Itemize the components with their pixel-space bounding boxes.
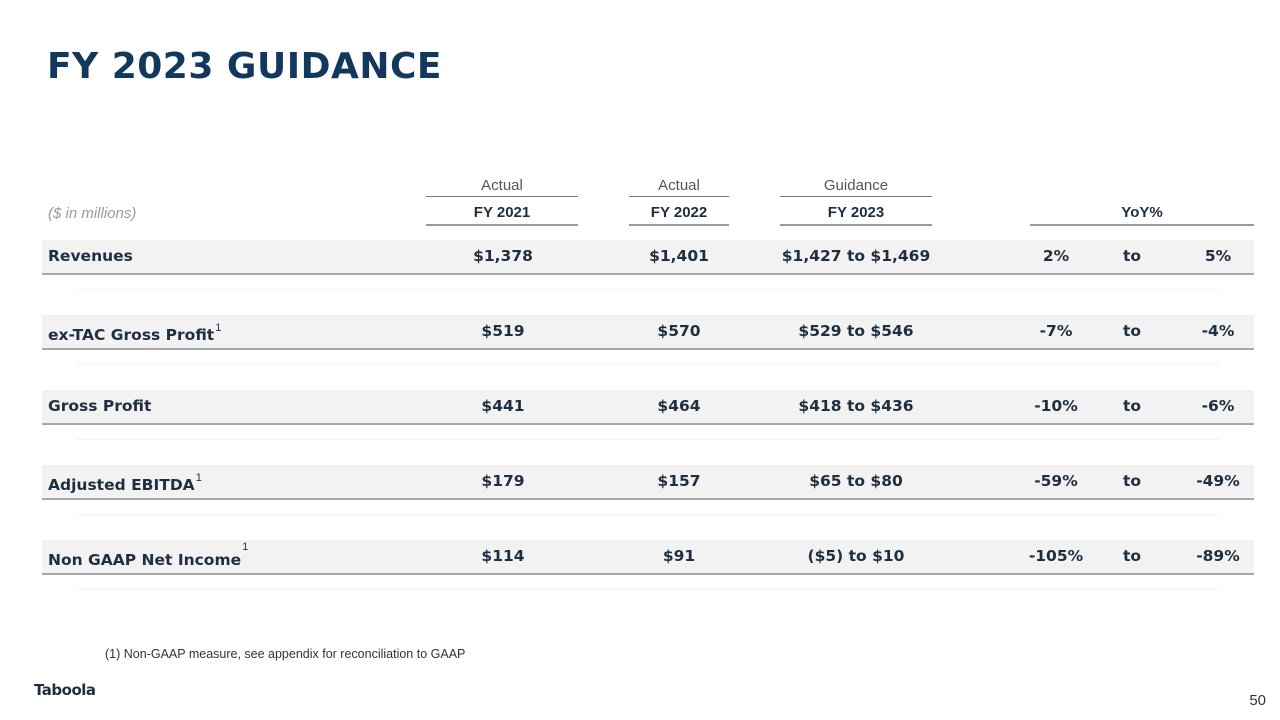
cell-yoy-to: to [1122,547,1142,565]
cell-fy2022: $91 [662,547,696,565]
cell-yoy-low: 2% [1042,247,1070,265]
header-fy2021-top: Actual [426,177,578,197]
taboola-logo: Taboola [34,681,96,699]
table-row: Gross Profit $441 $464 $418 to $436 -10%… [42,390,1254,425]
cell-yoy-high: -4% [1201,322,1235,340]
cell-fy2022: $570 [657,322,701,340]
footnote-marker: 1 [242,541,249,553]
page-number: 50 [1249,692,1266,709]
row-label: Revenues [48,247,133,265]
divider [76,289,1220,290]
row-label: Gross Profit [48,397,152,415]
cell-yoy-to: to [1122,322,1142,340]
footnote-marker: 1 [195,472,202,484]
header-fy2023-top: Guidance [780,177,932,197]
cell-yoy-low: -59% [1034,472,1078,490]
table-row: Revenues $1,378 $1,401 $1,427 to $1,469 … [42,240,1254,275]
table-row: ex-TAC Gross Profit1 $519 $570 $529 to $… [42,315,1254,350]
table-row: Adjusted EBITDA1 $179 $157 $65 to $80 -5… [42,465,1254,500]
footnote-marker: 1 [215,322,222,334]
cell-fy2021: $1,378 [473,247,533,265]
cell-fy2023: $65 to $80 [809,472,903,490]
cell-fy2023: $529 to $546 [798,322,914,340]
cell-yoy-high: -89% [1196,547,1240,565]
divider [76,364,1220,365]
divider [76,514,1220,515]
divider [76,589,1220,590]
cell-fy2021: $441 [481,397,525,415]
cell-yoy-high: 5% [1204,247,1232,265]
cell-fy2021: $114 [481,547,525,565]
cell-fy2023: $418 to $436 [798,397,914,415]
divider [76,439,1220,440]
cell-yoy-to: to [1122,247,1142,265]
cell-yoy-high: -49% [1196,472,1240,490]
cell-yoy-low: -105% [1028,547,1084,565]
table-row: Non GAAP Net Income1 $114 $91 ($5) to $1… [42,540,1254,575]
page-title: FY 2023 GUIDANCE [47,46,442,87]
cell-fy2023: $1,427 to $1,469 [781,247,931,265]
cell-yoy-low: -7% [1039,322,1073,340]
row-label: Non GAAP Net Income1 [48,541,249,570]
cell-yoy-low: -10% [1034,397,1078,415]
cell-yoy-to: to [1122,397,1142,415]
cell-yoy-high: -6% [1201,397,1235,415]
cell-fy2021: $519 [481,322,525,340]
header-yoy: YoY% [1030,204,1254,226]
cell-yoy-to: to [1122,472,1142,490]
footnote: (1) Non-GAAP measure, see appendix for r… [105,647,466,661]
header-fy2023: FY 2023 [780,204,932,226]
cell-fy2022: $464 [657,397,701,415]
row-label: Adjusted EBITDA1 [48,472,202,495]
header-fy2022-top: Actual [629,177,729,197]
cell-fy2022: $157 [657,472,701,490]
header-fy2021: FY 2021 [426,204,578,226]
units-label: ($ in millions) [48,205,137,222]
row-label: ex-TAC Gross Profit1 [48,322,222,345]
cell-fy2022: $1,401 [649,247,709,265]
cell-fy2023: ($5) to $10 [807,547,905,565]
header-fy2022: FY 2022 [629,204,729,226]
cell-fy2021: $179 [481,472,525,490]
